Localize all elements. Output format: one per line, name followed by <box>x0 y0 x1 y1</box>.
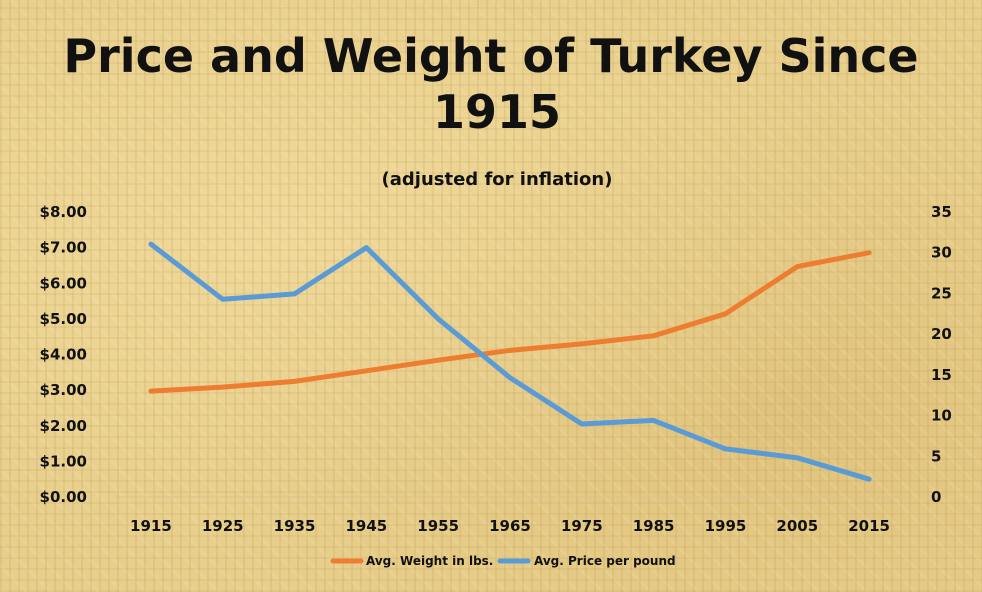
x-tick-label: 2005 <box>776 517 818 535</box>
left-axis: $0.00 $1.00 $2.00 $3.00 $4.00 $5.00 $6.00 $7.00… <box>40 203 87 506</box>
right-tick-label: 25 <box>931 284 952 302</box>
left-tick-label: $7.00 <box>40 239 87 257</box>
legend-label: Avg. Weight in lbs. <box>366 554 493 568</box>
right-tick-label: 35 <box>931 203 952 221</box>
x-tick-label: 1995 <box>705 517 747 535</box>
x-tick-label: 1965 <box>489 517 531 535</box>
chart-title: Price and Weight of Turkey Since 1915 <box>63 29 918 139</box>
chart-subtitle: (adjusted for inflation) <box>382 169 613 190</box>
left-tick-label: $5.00 <box>40 310 87 328</box>
x-tick-label: 1935 <box>274 517 316 535</box>
x-axis: 1915 1925 1935 1945 1955 1965 1975 1985 1995 2005… <box>130 517 890 535</box>
x-tick-label: 1975 <box>561 517 603 535</box>
x-tick-label: 1925 <box>202 517 244 535</box>
series-lines <box>148 241 872 482</box>
series-line-avg-price-per-pound <box>148 241 872 482</box>
right-tick-label: 20 <box>931 325 952 343</box>
right-tick-label: 15 <box>931 366 952 384</box>
series-line-avg-weight-in-lbs <box>148 250 872 394</box>
right-axis: 0 5 10 15 20 25 30 35 <box>931 203 952 506</box>
x-tick-label: 1955 <box>417 517 459 535</box>
x-tick-label: 1945 <box>345 517 387 535</box>
legend-label: Avg. Price per pound <box>534 554 676 568</box>
left-tick-label: $8.00 <box>40 203 87 221</box>
right-tick-label: 30 <box>931 244 952 262</box>
right-tick-label: 10 <box>931 407 952 425</box>
left-tick-label: $6.00 <box>40 274 87 292</box>
left-tick-label: $2.00 <box>40 417 87 435</box>
left-tick-label: $1.00 <box>40 452 87 470</box>
x-tick-label: 1915 <box>130 517 172 535</box>
left-tick-label: $3.00 <box>40 381 87 399</box>
legend: Avg. Weight in lbs. Avg. Price per pound <box>330 554 676 568</box>
right-tick-label: 5 <box>931 447 941 465</box>
x-tick-label: 1985 <box>633 517 675 535</box>
left-tick-label: $4.00 <box>40 346 87 364</box>
left-tick-label: $0.00 <box>40 488 87 506</box>
x-tick-label: 2015 <box>848 517 890 535</box>
right-tick-label: 0 <box>931 488 941 506</box>
